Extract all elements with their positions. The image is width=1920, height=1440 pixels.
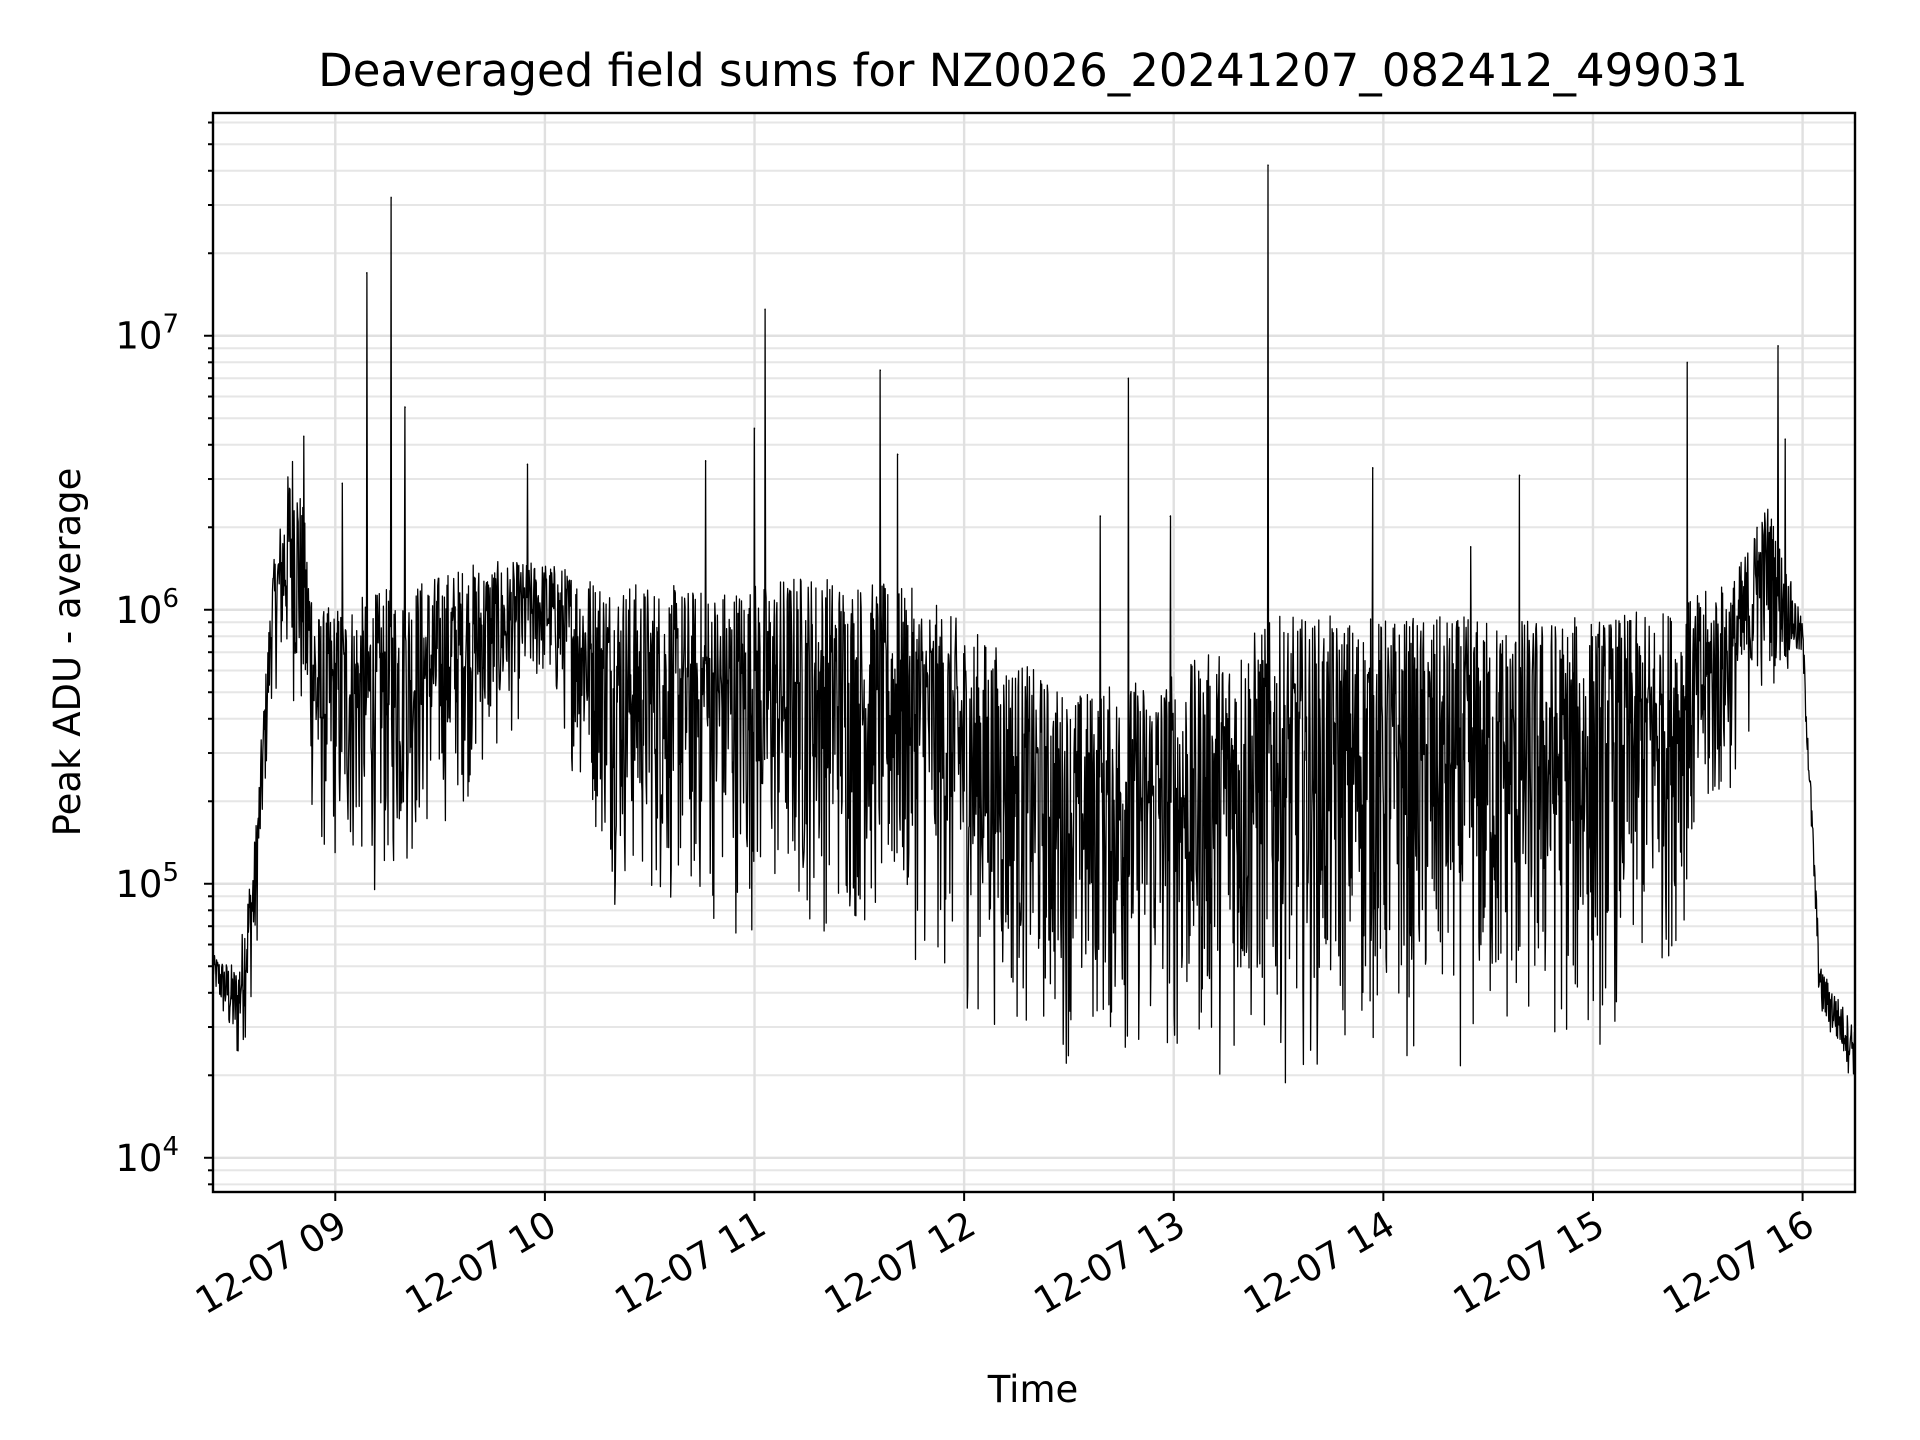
y-axis-label: Peak ADU - average — [46, 468, 89, 837]
y-tick-label: 105 — [115, 858, 179, 906]
series — [212, 164, 1856, 1084]
y-tick-base: 10 — [115, 1137, 162, 1180]
y-tick-exponent: 6 — [162, 584, 179, 614]
y-tick-label: 104 — [115, 1132, 179, 1180]
chart-title: Deaveraged field sums for NZ0026_2024120… — [318, 44, 1748, 97]
y-tick-base: 10 — [115, 863, 162, 906]
y-tick-base: 10 — [115, 315, 162, 358]
plot-area — [211, 111, 1857, 1194]
y-tick-exponent: 5 — [162, 858, 179, 888]
grid — [213, 113, 1855, 1192]
y-tick-label: 107 — [115, 310, 179, 358]
y-tick-exponent: 7 — [162, 310, 179, 340]
x-axis-label: Time — [987, 1368, 1079, 1411]
y-tick-exponent: 4 — [162, 1132, 179, 1162]
y-tick-base: 10 — [115, 589, 162, 632]
y-tick-label: 106 — [115, 584, 179, 632]
series-line — [212, 164, 1856, 1084]
